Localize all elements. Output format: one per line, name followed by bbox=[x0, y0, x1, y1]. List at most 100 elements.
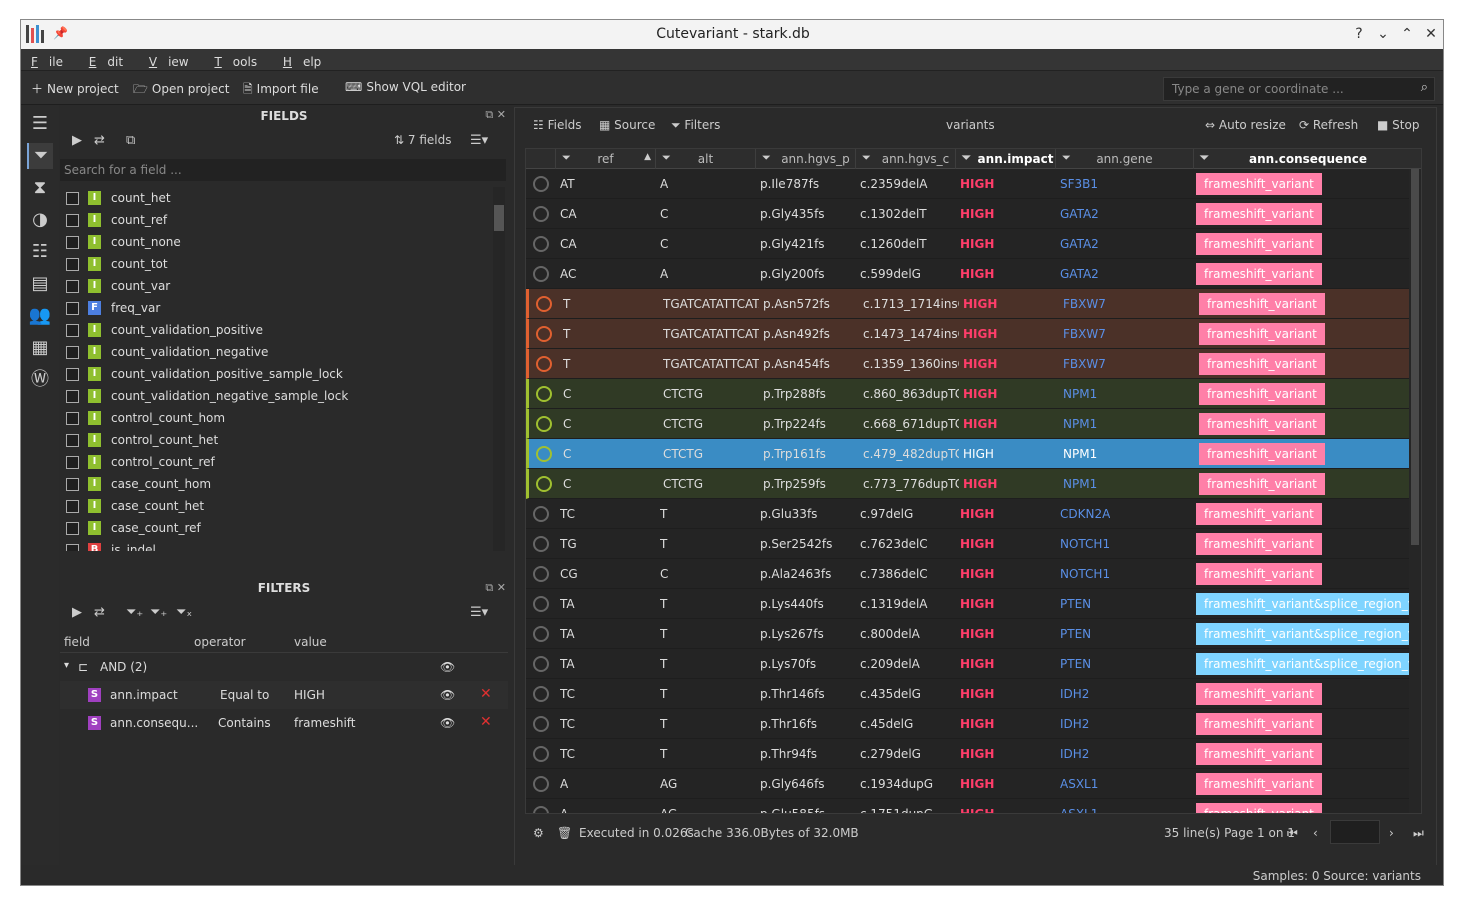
table-row[interactable]: T TGATCATATTCATAT p.Asn492fs c.1473_1474ins… bbox=[526, 319, 1419, 349]
column-filter-active-icon[interactable]: ⏷ bbox=[962, 151, 971, 164]
fields-button[interactable]: ☷ Fields bbox=[533, 118, 582, 132]
field-checkbox[interactable] bbox=[66, 390, 79, 403]
fields-list-icon[interactable]: ☰ bbox=[31, 113, 49, 134]
expand-arrow-icon[interactable]: ▾ bbox=[64, 660, 70, 671]
notebook-icon[interactable]: ▤ bbox=[31, 273, 49, 294]
visibility-eye-icon[interactable]: 👁 bbox=[440, 688, 456, 702]
favorite-circle-icon[interactable] bbox=[533, 776, 549, 792]
field-checkbox[interactable] bbox=[66, 478, 79, 491]
favorite-circle-icon[interactable] bbox=[533, 176, 549, 192]
minimize-button[interactable]: ⌄ bbox=[1377, 26, 1389, 42]
clear-filter-icon[interactable]: ⏷ₓ bbox=[176, 605, 193, 620]
favorite-circle-icon[interactable] bbox=[533, 746, 549, 762]
cell-gene[interactable]: IDH2 bbox=[1060, 717, 1090, 731]
scrollbar-thumb[interactable] bbox=[494, 205, 504, 231]
close-button[interactable]: ✕ bbox=[1425, 26, 1437, 42]
column-header-hgvs-c[interactable]: ⏷ ann.hgvs_c bbox=[856, 149, 956, 169]
delete-icon[interactable]: ✕ bbox=[480, 686, 492, 702]
visibility-eye-icon[interactable]: 👁 bbox=[440, 660, 456, 674]
fields-scrollbar[interactable] bbox=[493, 187, 505, 551]
cell-gene[interactable]: PTEN bbox=[1060, 597, 1092, 611]
field-checkbox[interactable] bbox=[66, 434, 79, 447]
table-vertical-scrollbar[interactable] bbox=[1409, 169, 1421, 813]
cell-gene[interactable]: NPM1 bbox=[1063, 387, 1098, 401]
table-icon[interactable]: ▦ bbox=[31, 337, 49, 358]
refresh-button[interactable]: ⟳ Refresh bbox=[1299, 118, 1359, 132]
favorite-circle-icon[interactable] bbox=[536, 356, 552, 372]
cell-gene[interactable]: IDH2 bbox=[1060, 687, 1090, 701]
favorite-circle-icon[interactable] bbox=[536, 416, 552, 432]
table-row[interactable]: C CTCTG p.Trp161fs c.479_482dupTCTG HIGH NPM1… bbox=[526, 439, 1419, 469]
favorite-circle-icon[interactable] bbox=[533, 806, 549, 813]
menu-icon[interactable]: ☰▾ bbox=[470, 133, 489, 148]
clear-cache-icon[interactable]: 🗑 bbox=[557, 826, 573, 840]
menu-icon[interactable]: ☰▾ bbox=[470, 605, 489, 620]
favorite-circle-icon[interactable] bbox=[533, 716, 549, 732]
field-checkbox[interactable] bbox=[66, 258, 79, 271]
cell-gene[interactable]: ASXL1 bbox=[1060, 807, 1099, 814]
scrollbar-thumb[interactable] bbox=[1411, 169, 1419, 545]
table-row[interactable]: C CTCTG p.Trp288fs c.860_863dupTCTG HIGH NPM1… bbox=[526, 379, 1419, 409]
table-row[interactable]: A AG p.Glu585fs c.1751dupG HIGH ASXL1 frameshi… bbox=[526, 799, 1419, 814]
favorite-circle-icon[interactable] bbox=[533, 266, 549, 282]
field-checkbox[interactable] bbox=[66, 236, 79, 249]
delete-icon[interactable]: ✕ bbox=[480, 714, 492, 730]
sync-off-icon[interactable]: ⇄ bbox=[94, 605, 105, 620]
column-filter-active-icon[interactable]: ⏷ bbox=[1200, 151, 1209, 164]
cell-gene[interactable]: NOTCH1 bbox=[1060, 537, 1111, 551]
filter-condition-row[interactable]: S ann.impact Equal to HIGH 👁 ✕ bbox=[60, 681, 508, 709]
cell-gene[interactable]: FBXW7 bbox=[1063, 357, 1106, 371]
list-icon[interactable]: ☷ bbox=[31, 241, 49, 262]
table-row[interactable]: T TGATCATATTCATAT p.Asn454fs c.1359_1360ins… bbox=[526, 349, 1419, 379]
favorite-circle-icon[interactable] bbox=[533, 506, 549, 522]
page-number-input[interactable] bbox=[1330, 820, 1380, 844]
help-icon[interactable]: ? bbox=[1355, 26, 1363, 42]
cell-gene[interactable]: GATA2 bbox=[1060, 207, 1099, 221]
field-checkbox[interactable] bbox=[66, 368, 79, 381]
wiki-icon[interactable]: Ⓦ bbox=[31, 369, 49, 390]
cell-gene[interactable]: GATA2 bbox=[1060, 267, 1099, 281]
visibility-eye-icon[interactable]: 👁 bbox=[440, 716, 456, 730]
field-checkbox[interactable] bbox=[66, 324, 79, 337]
panel-float-close-icons[interactable]: ⧉ ✕ bbox=[485, 581, 506, 594]
column-header-ref[interactable]: ⏷ ref ▲ bbox=[556, 149, 656, 169]
source-button[interactable]: ▦ Source bbox=[599, 118, 656, 132]
column-header-impact[interactable]: ⏷ ann.impact bbox=[956, 149, 1056, 169]
favorite-circle-icon[interactable] bbox=[536, 386, 552, 402]
favorite-circle-icon[interactable] bbox=[536, 326, 552, 342]
hourglass-icon[interactable]: ⧗ bbox=[33, 177, 47, 198]
next-page-icon[interactable]: › bbox=[1389, 826, 1394, 840]
cell-gene[interactable]: NOTCH1 bbox=[1060, 567, 1111, 581]
cell-gene[interactable]: SF3B1 bbox=[1060, 177, 1099, 191]
field-checkbox[interactable] bbox=[66, 456, 79, 469]
pin-icon[interactable]: 📌 bbox=[53, 26, 68, 40]
auto-resize-button[interactable]: ⇔ Auto resize bbox=[1205, 118, 1286, 132]
field-checkbox[interactable] bbox=[66, 500, 79, 513]
column-filter-icon[interactable]: ⏷ bbox=[562, 151, 571, 164]
field-search-input[interactable]: Search for a field ... bbox=[60, 159, 506, 181]
table-row[interactable]: A AG p.Gly646fs c.1934dupG HIGH ASXL1 frameshi… bbox=[526, 769, 1419, 799]
table-row[interactable]: C CTCTG p.Trp259fs c.773_776dupTCTG HIGH NPM1… bbox=[526, 469, 1419, 499]
field-checkbox[interactable] bbox=[66, 280, 79, 293]
sync-off-icon[interactable]: ⇄ bbox=[94, 133, 105, 148]
open-project-button[interactable]: 🗁 Open project bbox=[133, 80, 229, 101]
users-icon[interactable]: 👥 bbox=[28, 305, 52, 326]
cell-gene[interactable]: PTEN bbox=[1060, 627, 1092, 641]
filter-icon[interactable]: ⏷ bbox=[27, 143, 53, 169]
